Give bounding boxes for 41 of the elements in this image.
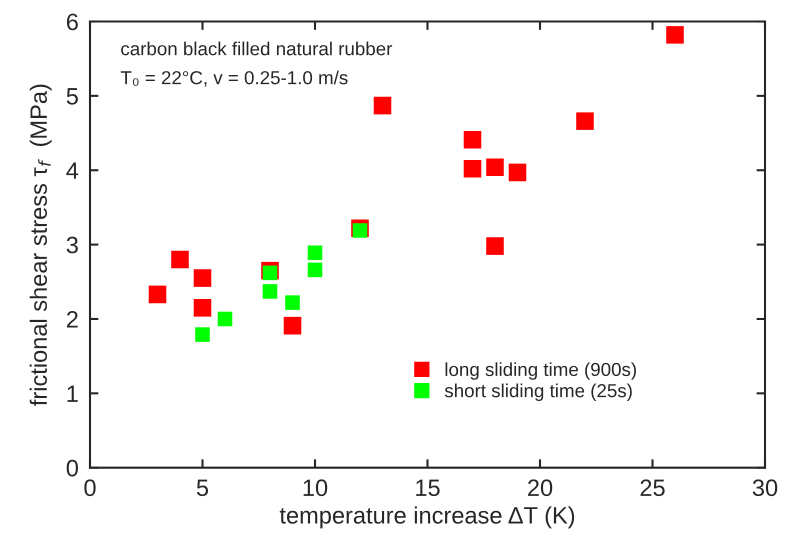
point	[218, 312, 232, 326]
x-tick-label: 30	[752, 479, 778, 496]
point	[508, 164, 526, 182]
point	[666, 26, 684, 44]
legend-label: long sliding time (900s)	[446, 362, 636, 380]
point	[262, 284, 278, 299]
y-tick-label: 0	[66, 460, 78, 476]
x-tick-label: 5	[196, 480, 208, 496]
y-tick-label: 4	[66, 162, 78, 179]
point	[194, 299, 212, 317]
point	[284, 316, 302, 334]
x-tick-label: 15	[416, 480, 440, 496]
y-axis-title: frictional shear stress τ$_{f}$ (MPa)	[30, 84, 52, 406]
point	[464, 130, 482, 149]
point	[486, 158, 504, 176]
y-tick-label: 3	[66, 236, 78, 254]
point	[576, 112, 594, 130]
y-tick-label: 2	[66, 311, 78, 328]
point	[374, 96, 392, 114]
x-tick-label: 10	[304, 479, 328, 496]
annotation: T₀ = 22°C, v = 0.25-1.0 m/s	[120, 70, 348, 87]
point	[262, 266, 278, 280]
point	[194, 269, 212, 287]
point	[285, 295, 300, 310]
x-tick-label: 20	[528, 479, 552, 496]
point	[148, 286, 166, 304]
x-axis-title: temperature increase ΔT (K)	[280, 506, 574, 528]
point	[308, 245, 322, 260]
point	[486, 237, 504, 255]
legend-label: short sliding time (25s)	[444, 384, 632, 402]
y-tick-label: 6	[66, 14, 78, 30]
point	[352, 223, 368, 238]
x-tick-label: 0	[84, 479, 96, 496]
point	[464, 160, 482, 178]
point	[171, 250, 189, 268]
point	[308, 262, 322, 278]
x-tick-label: 25	[640, 479, 665, 496]
point	[195, 327, 210, 342]
y-tick-label: 1	[68, 386, 78, 402]
annotation: carbon black filled natural rubber	[121, 42, 392, 56]
y-tick-label: 5	[66, 88, 78, 105]
